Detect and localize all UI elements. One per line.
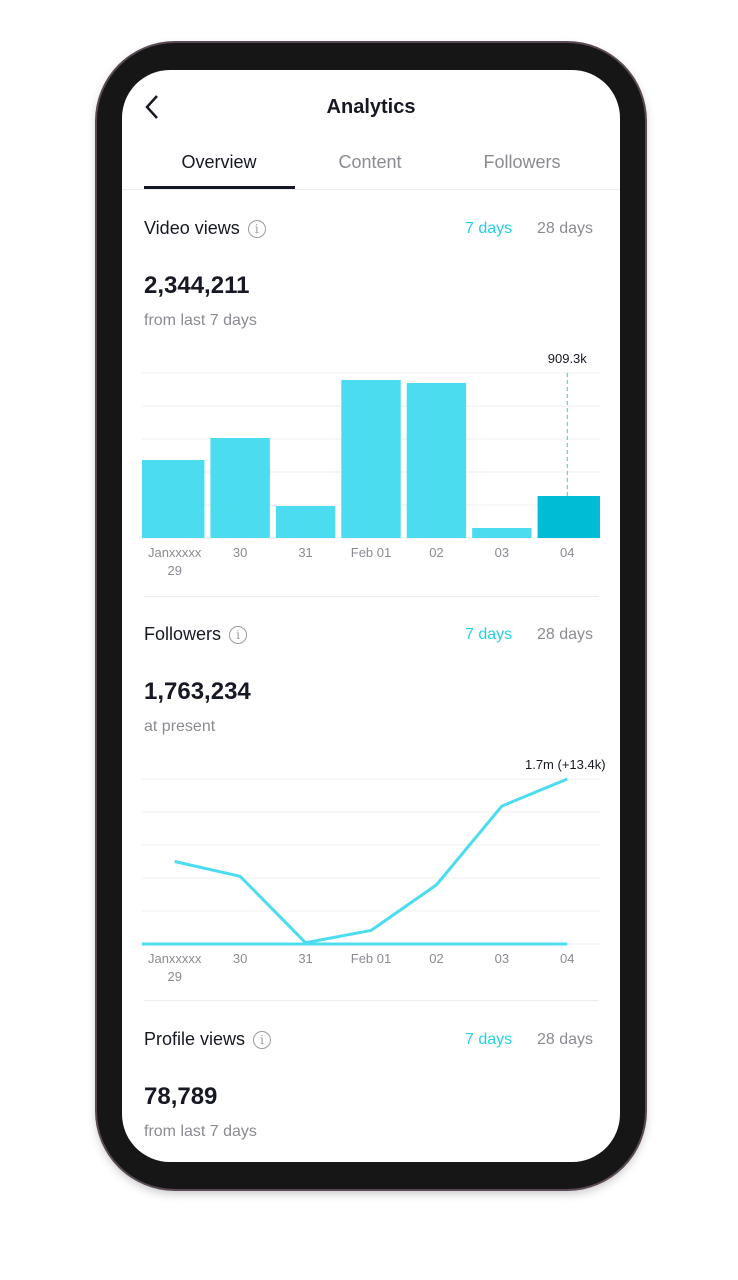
profile-views-7-days[interactable]: 7 days — [465, 1031, 513, 1048]
screen: Analytics Overview Content Followers Vid… — [122, 70, 620, 1162]
x-tick-label: 02 — [429, 545, 443, 560]
bar — [406, 382, 467, 538]
bar — [472, 527, 532, 538]
info-icon[interactable]: i — [229, 626, 248, 644]
x-tick-label: Feb 01 — [351, 545, 391, 560]
section-divider — [144, 1000, 599, 1001]
x-tick-label: 30 — [233, 951, 247, 966]
followers-label: Followers — [144, 624, 222, 644]
video-views-label: Video views — [144, 218, 240, 238]
chevron-left-icon — [145, 95, 158, 119]
video-views-7-days[interactable]: 7 days — [465, 220, 513, 237]
x-tick-label: 29 — [167, 563, 181, 578]
followers-value: 1,763,234 — [144, 678, 251, 705]
bar — [537, 495, 600, 538]
page-title: Analytics — [326, 96, 416, 118]
profile-views-value: 78,789 — [144, 1083, 218, 1110]
profile-views-label: Profile views — [144, 1029, 246, 1049]
x-tick-label: 02 — [429, 951, 443, 966]
video-views-28-days[interactable]: 28 days — [537, 220, 594, 237]
profile-views-28-days[interactable]: 28 days — [537, 1031, 594, 1048]
x-tick-label: 03 — [495, 951, 509, 966]
video-views-value: 2,344,211 — [144, 272, 250, 299]
x-tick-label: Janxxxxx — [148, 951, 202, 966]
followers-7-days[interactable]: 7 days — [465, 626, 513, 643]
tab-followers[interactable]: Followers — [483, 152, 561, 172]
data-annotation: 909.3k — [548, 351, 588, 366]
followers-28-days[interactable]: 28 days — [537, 626, 594, 643]
x-tick-label: Feb 01 — [351, 951, 391, 966]
back-button[interactable] — [144, 94, 160, 126]
tab-content[interactable]: Content — [338, 152, 402, 172]
x-tick-label: Janxxxxx — [148, 545, 202, 560]
bar — [142, 459, 205, 538]
followers-line-chart: 1.7m (+13.4k) Janxxxxx 29 30 31 Feb 01 02 03 04 — [142, 757, 606, 984]
info-icon[interactable]: i — [247, 220, 266, 238]
section-divider — [144, 596, 599, 597]
active-tab-indicator — [144, 186, 295, 189]
video-views-title: Video views i — [144, 218, 266, 239]
bar — [275, 505, 336, 538]
followers-caption: at present — [144, 718, 216, 735]
bar — [210, 437, 270, 538]
video-views-bar-chart: 909.3k Janxxxxx 29 30 31 Feb 01 02 03 04 — [142, 351, 600, 578]
x-tick-label: 30 — [233, 545, 247, 560]
followers-line — [174, 777, 568, 945]
info-icon[interactable]: i — [253, 1031, 272, 1049]
x-tick-label: 03 — [495, 545, 509, 560]
x-tick-label: 31 — [298, 951, 312, 966]
tab-divider — [122, 189, 620, 190]
followers-title: Followers i — [144, 624, 248, 645]
tab-overview[interactable]: Overview — [181, 152, 257, 172]
bar — [341, 379, 401, 538]
profile-views-caption: from last 7 days — [144, 1123, 257, 1140]
x-tick-label: 04 — [560, 545, 574, 560]
x-tick-label: 31 — [298, 545, 312, 560]
x-tick-label: 04 — [560, 951, 574, 966]
profile-views-title: Profile views i — [144, 1029, 272, 1050]
video-views-caption: from last 7 days — [144, 312, 257, 329]
data-annotation: 1.7m (+13.4k) — [525, 757, 606, 772]
x-tick-label: 29 — [167, 969, 181, 984]
